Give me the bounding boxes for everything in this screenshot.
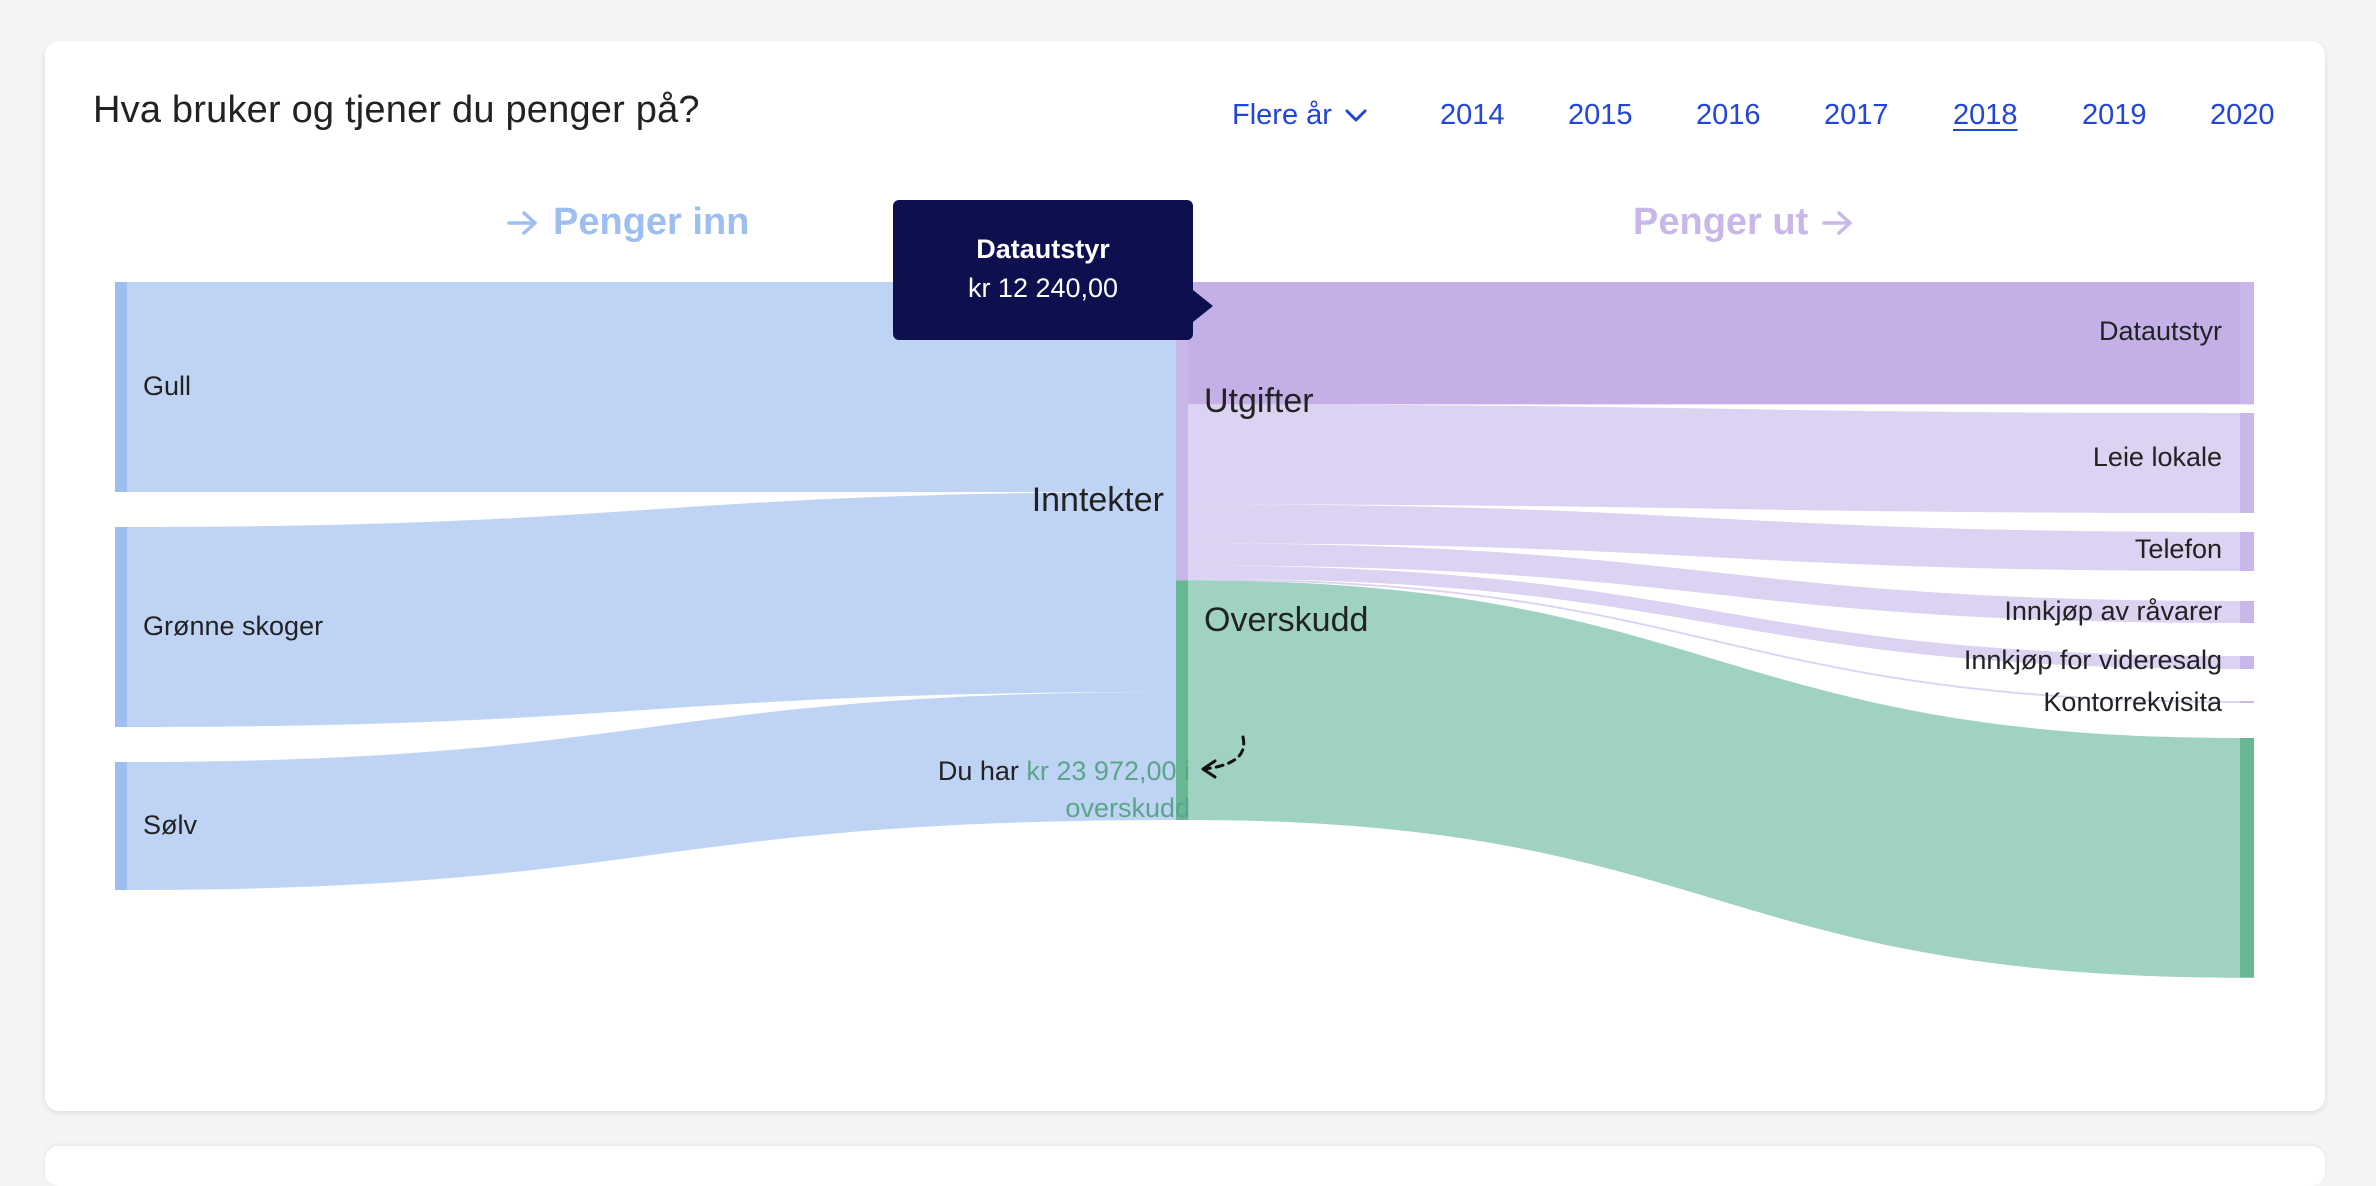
- chevron-down-icon: [1345, 109, 1367, 121]
- node-bar-leie[interactable]: [2240, 413, 2254, 513]
- node-label-kontor: Kontorrekvisita: [2043, 687, 2222, 717]
- node-bar-solv[interactable]: [115, 762, 127, 890]
- link-telefon[interactable]: [1188, 504, 2240, 571]
- year-link-2015[interactable]: 2015: [1568, 99, 1633, 131]
- node-label-datautstyr: Datautstyr: [2098, 316, 2222, 346]
- node-bar-overskudd-end[interactable]: [2240, 738, 2254, 978]
- link-videresalg[interactable]: [1188, 565, 2240, 669]
- node-bar-overskudd[interactable]: [1176, 580, 1188, 820]
- surplus-note-amount: kr 23 972,00 i overskudd: [1026, 756, 1190, 823]
- node-label-solv: Sølv: [143, 810, 197, 840]
- node-bar-utgifter[interactable]: [1176, 282, 1188, 581]
- year-link-2020[interactable]: 2020: [2210, 99, 2275, 131]
- year-link-2014[interactable]: 2014: [1440, 99, 1505, 131]
- next-card: [45, 1146, 2325, 1186]
- link-gronne[interactable]: [127, 492, 1176, 727]
- money-in-label: Penger inn: [553, 201, 750, 243]
- sankey-card: Hva bruker og tjener du penger på? Flere…: [45, 41, 2325, 1111]
- node-label-utgifter: Utgifter: [1204, 382, 1314, 420]
- multi-year-label: Flere år: [1232, 99, 1332, 131]
- link-ravarer[interactable]: [1188, 543, 2240, 623]
- tooltip: Datautstyr kr 12 240,00: [893, 200, 1213, 340]
- node-label-ravarer: Innkjøp av råvarer: [2004, 596, 2222, 626]
- link-leie[interactable]: [1188, 404, 2240, 513]
- node-label-gronne: Grønne skoger: [143, 611, 324, 641]
- tooltip-value: kr 12 240,00: [967, 273, 1119, 303]
- node-bar-datautstyr[interactable]: [2240, 282, 2254, 405]
- node-label-inntekter: Inntekter: [1031, 481, 1164, 519]
- year-link-2019[interactable]: 2019: [2082, 99, 2147, 131]
- surplus-note-prefix: Du har: [937, 756, 1027, 786]
- surplus-note: Du har kr 23 972,00 i overskudd: [890, 753, 1190, 827]
- curved-arrow-icon: [1201, 735, 1246, 779]
- page-title: Hva bruker og tjener du penger på?: [93, 89, 700, 131]
- arrow-right-icon: [507, 210, 537, 235]
- node-label-gull: Gull: [143, 371, 192, 401]
- year-link-2016[interactable]: 2016: [1696, 99, 1761, 131]
- node-bar-ravarer[interactable]: [2240, 601, 2254, 623]
- link-overskudd[interactable]: [1188, 580, 2240, 978]
- node-label-telefon: Telefon: [2134, 534, 2222, 564]
- node-bar-videresalg[interactable]: [2240, 656, 2254, 669]
- node-label-overskudd: Overskudd: [1204, 601, 1369, 639]
- node-label-videresalg: Innkjøp for videresalg: [1963, 645, 2222, 675]
- node-label-leie: Leie lokale: [2092, 442, 2222, 472]
- link-kontor[interactable]: [1188, 578, 2240, 703]
- node-bar-telefon[interactable]: [2240, 532, 2254, 571]
- year-selector: Flere år 2014 2015 2016 2017 2018 2019 2…: [45, 99, 2325, 149]
- link-datautstyr[interactable]: [1188, 282, 2240, 405]
- node-bar-kontor[interactable]: [2240, 701, 2254, 703]
- node-bar-gull[interactable]: [115, 282, 127, 492]
- money-out-label: Penger ut: [1633, 201, 1809, 243]
- tooltip-title: Datautstyr: [976, 234, 1110, 264]
- link-solv[interactable]: [127, 692, 1176, 890]
- year-link-2018[interactable]: 2018: [1953, 99, 2018, 131]
- arrow-right-icon: [1822, 210, 1852, 235]
- money-in-heading: Penger inn: [507, 201, 749, 244]
- money-out-heading: Penger ut: [1633, 201, 1854, 244]
- multi-year-dropdown[interactable]: Flere år: [1232, 99, 1368, 132]
- year-link-2017[interactable]: 2017: [1824, 99, 1889, 131]
- node-bar-gronne[interactable]: [115, 527, 127, 727]
